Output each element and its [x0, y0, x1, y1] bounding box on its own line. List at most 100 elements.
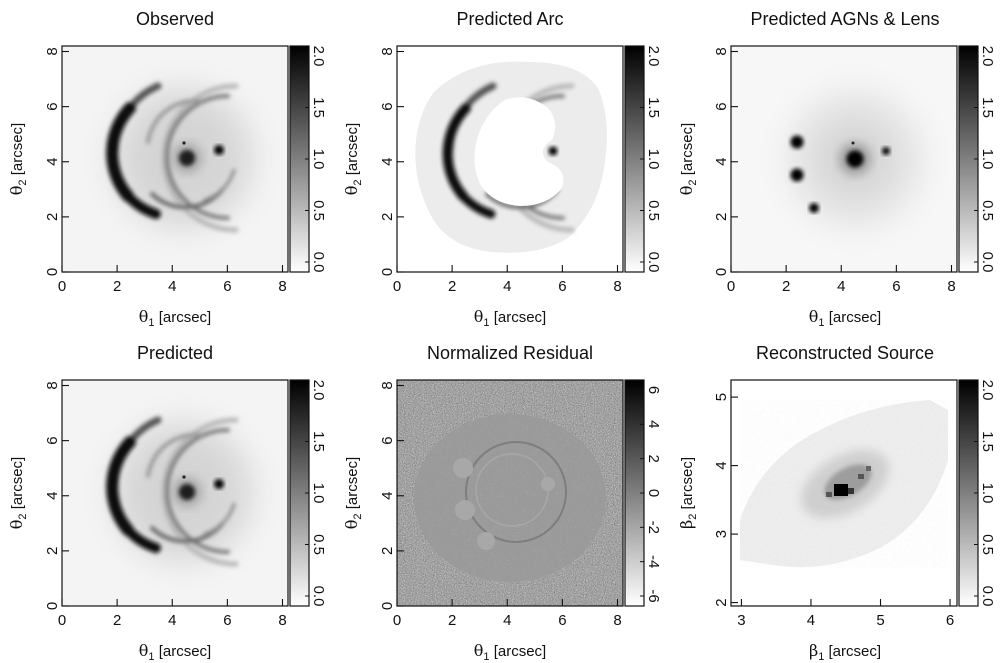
y-tick-label: 4 — [379, 158, 396, 166]
x-tick-label: 8 — [613, 612, 621, 629]
frame-observed — [61, 45, 289, 273]
y-tick-label: 4 — [713, 461, 730, 469]
ylabel-observed: θ2 [arcsec] — [7, 123, 29, 195]
colorbar-tick-label: 1.0 — [645, 149, 662, 170]
xlabel-observed: θ1 [arcsec] — [139, 307, 211, 329]
x-tick-label: 6 — [892, 278, 900, 295]
xticks-predicted: 0 2 4 6 8 — [58, 599, 287, 629]
xlabel-predicted-agns-lens: θ1 [arcsec] — [809, 307, 881, 329]
colorbar-ticks-reconstructed-source: 0.0 0.5 1.0 1.5 2.0 — [974, 380, 996, 607]
y-tick-label: 6 — [44, 102, 61, 110]
title-predicted: Predicted — [137, 343, 213, 363]
colorbar-tick-label: 1.0 — [310, 483, 327, 504]
colorbar-tick-label: 2.0 — [310, 46, 327, 67]
x-tick-label: 8 — [278, 612, 286, 629]
x-tick-label: 6 — [946, 612, 954, 629]
y-tick-label: 6 — [379, 436, 396, 444]
colorbar-tick-label: 1.5 — [979, 97, 996, 118]
frame-predicted — [61, 379, 289, 607]
y-tick-label: 2 — [713, 598, 730, 606]
y-tick-label: 0 — [379, 602, 396, 610]
colorbar-tick-label: 0.5 — [645, 200, 662, 221]
xticks-predicted-agns-lens: 0 2 4 6 8 — [727, 265, 956, 295]
y-tick-label: 8 — [44, 47, 61, 55]
yticks-predicted-arc: 0 2 4 6 8 — [379, 47, 404, 276]
yticks-normalized-residual: 0 2 4 6 8 — [379, 381, 404, 610]
title-predicted-arc: Predicted Arc — [456, 9, 563, 29]
x-tick-label: 4 — [168, 612, 176, 629]
yticks-predicted-agns-lens: 0 2 4 6 8 — [713, 47, 738, 276]
x-tick-label: 0 — [727, 278, 735, 295]
xlabel-predicted-arc: θ1 [arcsec] — [474, 307, 546, 329]
x-tick-label: 5 — [876, 612, 884, 629]
x-tick-label: 8 — [613, 278, 621, 295]
x-tick-label: 0 — [58, 612, 66, 629]
colorbar-ticks-predicted-arc: 0.0 0.5 1.0 1.5 2.0 — [640, 46, 662, 273]
x-tick-label: 4 — [503, 612, 511, 629]
y-tick-label: 4 — [44, 158, 61, 166]
xticks-observed: 0 2 4 6 8 — [58, 265, 287, 295]
title-predicted-agns-lens: Predicted AGNs & Lens — [750, 9, 939, 29]
image-predicted-arc — [397, 46, 623, 272]
x-tick-label: 8 — [278, 278, 286, 295]
x-tick-label: 0 — [393, 278, 401, 295]
colorbar-tick-label: 4 — [645, 420, 662, 428]
colorbar-tick-label: 0.0 — [645, 252, 662, 273]
ylabel-predicted: θ2 [arcsec] — [7, 457, 29, 529]
xlabel-normalized-residual: θ1 [arcsec] — [474, 641, 546, 663]
colorbar-tick-label: 2.0 — [645, 46, 662, 67]
colorbar-tick-label: 0.5 — [979, 200, 996, 221]
y-tick-label: 4 — [713, 158, 730, 166]
panel-predicted: Predicted 0 2 4 6 8 0 2 4 6 8 θ1 [arcsec] θ2 [ar… — [7, 343, 327, 663]
colorbar-tick-label: 6 — [645, 386, 662, 394]
yticks-reconstructed-source: 2 3 4 5 — [713, 393, 738, 607]
y-tick-label: 0 — [379, 268, 396, 276]
title-normalized-residual: Normalized Residual — [427, 343, 593, 363]
x-tick-label: 8 — [947, 278, 955, 295]
colorbar-ticks-normalized-residual: -6 -4 -2 0 2 4 6 — [640, 386, 662, 603]
colorbar-tick-label: 0.5 — [979, 534, 996, 555]
colorbar-ticks-predicted-agns-lens: 0.0 0.5 1.0 1.5 2.0 — [974, 46, 996, 272]
xticks-normalized-residual: 0 2 4 6 8 — [393, 599, 622, 629]
panel-observed: Observed 0 2 4 6 8 0 2 4 6 8 θ1 [arcsec] θ2 [arc… — [7, 9, 327, 329]
colorbar-tick-label: 0.0 — [979, 586, 996, 607]
y-tick-label: 8 — [713, 47, 730, 55]
colorbar-tick-label: 1.5 — [979, 431, 996, 452]
colorbar-tick-label: -4 — [645, 555, 662, 568]
x-tick-label: 6 — [223, 278, 231, 295]
y-tick-label: 0 — [713, 268, 730, 276]
x-tick-label: 6 — [558, 278, 566, 295]
xlabel-predicted: θ1 [arcsec] — [139, 641, 211, 663]
x-tick-label: 4 — [837, 278, 845, 295]
colorbar-tick-label: -2 — [645, 521, 662, 534]
ylabel-predicted-agns-lens: θ2 [arcsec] — [677, 123, 699, 195]
colorbar-tick-label: 1.5 — [645, 97, 662, 118]
colorbar-tick-label: 1.0 — [979, 483, 996, 504]
title-observed: Observed — [136, 9, 214, 29]
yticks-observed: 0 2 4 6 8 — [44, 47, 69, 276]
y-tick-label: 0 — [44, 268, 61, 276]
frame-reconstructed-source — [730, 379, 958, 607]
x-tick-label: 2 — [113, 612, 121, 629]
y-tick-label: 8 — [379, 381, 396, 389]
panel-normalized-residual: Normalized Residual 0 2 4 6 8 0 2 4 6 8 θ1 [arcs… — [342, 343, 662, 663]
colorbar-tick-label: 0.5 — [310, 200, 327, 221]
y-tick-label: 6 — [44, 436, 61, 444]
panel-predicted-arc: Predicted Arc 0 2 4 6 8 0 2 4 6 8 θ1 [arcsec] θ2… — [342, 9, 662, 329]
xticks-reconstructed-source: 3 4 5 6 — [737, 599, 954, 629]
image-reconstructed-source — [731, 380, 957, 606]
x-tick-label: 6 — [558, 612, 566, 629]
colorbar-tick-label: 0.5 — [310, 534, 327, 555]
panel-predicted-agns-lens: Predicted AGNs & Lens 0 2 4 6 8 0 2 4 6 8 θ1 [ar… — [677, 9, 996, 329]
y-tick-label: 6 — [379, 102, 396, 110]
frame-predicted-arc — [396, 45, 624, 273]
image-observed — [62, 46, 288, 272]
x-tick-label: 2 — [113, 278, 121, 295]
y-tick-label: 2 — [713, 213, 730, 221]
y-tick-label: 4 — [379, 492, 396, 500]
x-tick-label: 3 — [737, 612, 745, 629]
x-tick-label: 2 — [782, 278, 790, 295]
y-tick-label: 8 — [44, 381, 61, 389]
